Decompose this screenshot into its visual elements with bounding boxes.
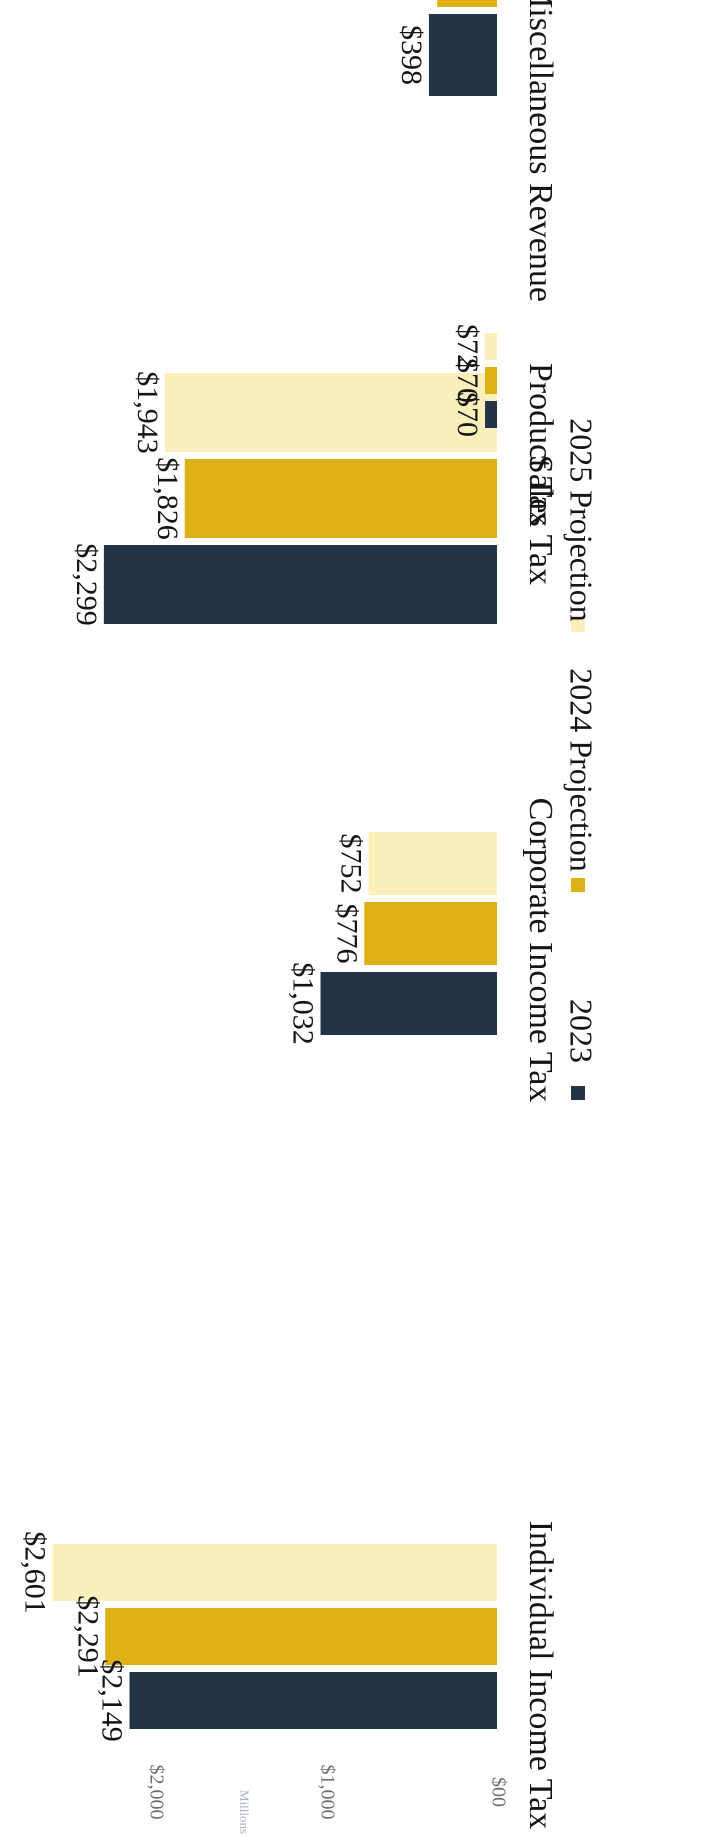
bar (129, 1672, 497, 1729)
data-label: $776 (330, 904, 363, 964)
bar (437, 0, 497, 7)
y-axis-ticks: $00$1,000$2,000$3,000 (145, 1765, 509, 1820)
bar (485, 401, 497, 428)
bar (485, 367, 497, 394)
data-label: $72 (451, 324, 484, 369)
data-label: $1,032 (287, 962, 320, 1045)
y-tick-label: $1,000 (316, 1765, 338, 1820)
category-labels-layer: Individual Income Tax Corporate Income Ta… (522, 0, 559, 1829)
legend-label: 2024 Projection (564, 668, 600, 872)
data-label: $2,291 (71, 1595, 104, 1678)
data-label: $70 (451, 358, 484, 403)
value-labels-layer: $2,149$2,291 $2,601 $1,032 $776 $752 $2,299 $1… (18, 25, 484, 1742)
data-label: $1,943 (131, 371, 164, 454)
bar (164, 373, 497, 452)
data-label: $70 (451, 392, 484, 437)
legend-swatch (571, 618, 585, 632)
bar (320, 972, 497, 1035)
legend-label: 2023 (564, 999, 600, 1063)
bar (428, 14, 497, 96)
bar (52, 1544, 497, 1601)
bars-layer (52, 0, 497, 1729)
y-axis-title: Millions (237, 1790, 252, 1834)
category-label: Miscellaneous Revenue (522, 0, 559, 302)
category-label: Individual Income Tax (522, 1521, 559, 1830)
data-label: $1,826 (151, 457, 184, 540)
bar (105, 1608, 497, 1665)
bar (364, 902, 497, 965)
data-label: $2,149 (96, 1659, 129, 1742)
bar (103, 545, 497, 624)
legend-swatch (571, 878, 585, 892)
bar (184, 459, 497, 538)
data-label: $752 (335, 834, 368, 894)
bar (484, 333, 497, 360)
data-label: $2,601 (18, 1531, 51, 1614)
y-tick-label: $00 (487, 1777, 509, 1807)
y-tick-label: $2,000 (145, 1765, 167, 1820)
data-label: $2,299 (70, 543, 103, 626)
legend-swatch (571, 1086, 585, 1100)
category-label: Product Tax (522, 363, 559, 527)
legend-label: 2025 Projection (564, 418, 600, 622)
legend: 2023 2024 Projection 2025 Projection (564, 418, 600, 1100)
bar (368, 832, 497, 895)
category-label: Sales Tax (522, 455, 559, 585)
data-label: $398 (395, 25, 428, 85)
category-label: Corporate Income Tax (522, 798, 559, 1103)
